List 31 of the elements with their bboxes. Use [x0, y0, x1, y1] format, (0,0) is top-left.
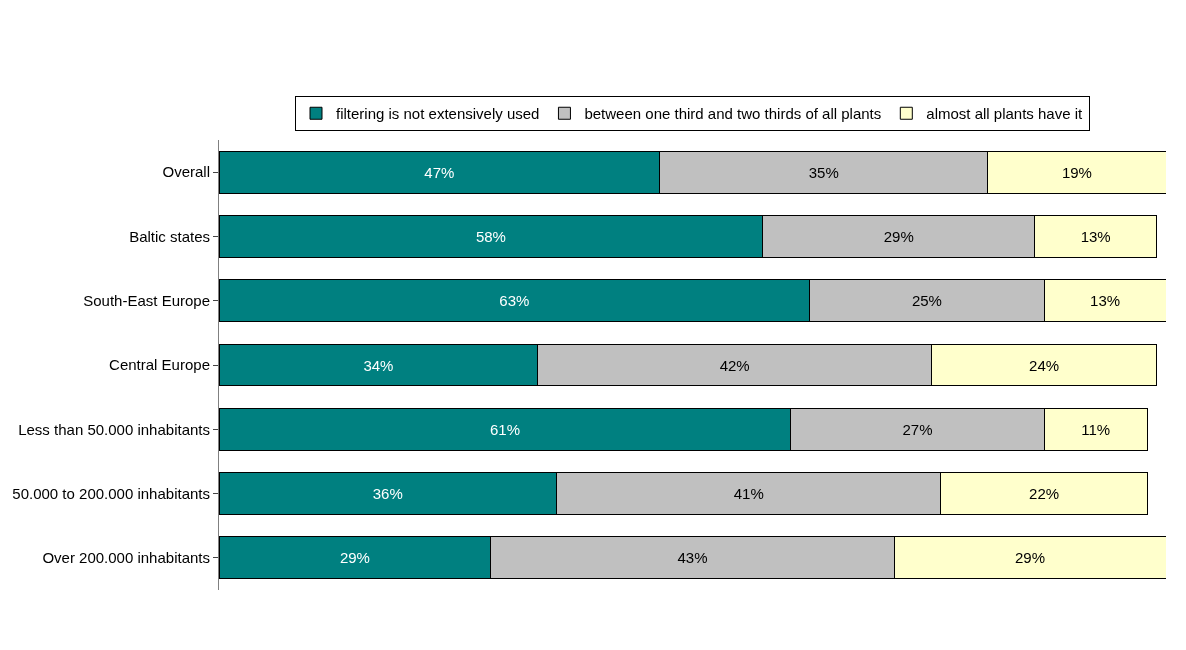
- data-label: 42%: [719, 356, 750, 374]
- data-label: 61%: [489, 420, 520, 438]
- data-label: 22%: [1029, 485, 1060, 503]
- data-label: 19%: [1061, 163, 1092, 181]
- legend-label: between one third and two thirds of all plants: [584, 105, 882, 123]
- y-tick-label: South-East Europe: [83, 291, 210, 309]
- data-label: 41%: [733, 485, 764, 503]
- data-label: 35%: [808, 163, 839, 181]
- data-label: 29%: [1015, 549, 1046, 567]
- y-tick-label: Overall: [162, 163, 210, 181]
- data-label: 27%: [902, 420, 933, 438]
- y-tick-label: 50.000 to 200.000 inhabitants: [12, 484, 210, 502]
- y-tick-label: Central Europe: [109, 356, 210, 374]
- data-label: 58%: [475, 227, 506, 245]
- data-label: 34%: [363, 356, 394, 374]
- y-tick-label: Over 200.000 inhabitants: [42, 549, 210, 567]
- data-label: 29%: [883, 227, 914, 245]
- data-label: 43%: [677, 549, 708, 567]
- data-label: 63%: [499, 292, 530, 310]
- legend-label: filtering is not extensively used: [336, 105, 540, 123]
- data-label: 25%: [911, 292, 942, 310]
- legend-label: almost all plants have it: [926, 105, 1084, 123]
- data-label: 13%: [1080, 227, 1111, 245]
- y-tick-label: Baltic states: [129, 227, 210, 245]
- y-tick-label: Less than 50.000 inhabitants: [18, 420, 210, 438]
- data-label: 24%: [1029, 356, 1060, 374]
- data-label: 47%: [424, 163, 455, 181]
- data-label: 29%: [339, 549, 370, 567]
- data-label: 11%: [1081, 420, 1111, 438]
- data-label: 36%: [372, 485, 403, 503]
- data-label: 13%: [1090, 292, 1121, 310]
